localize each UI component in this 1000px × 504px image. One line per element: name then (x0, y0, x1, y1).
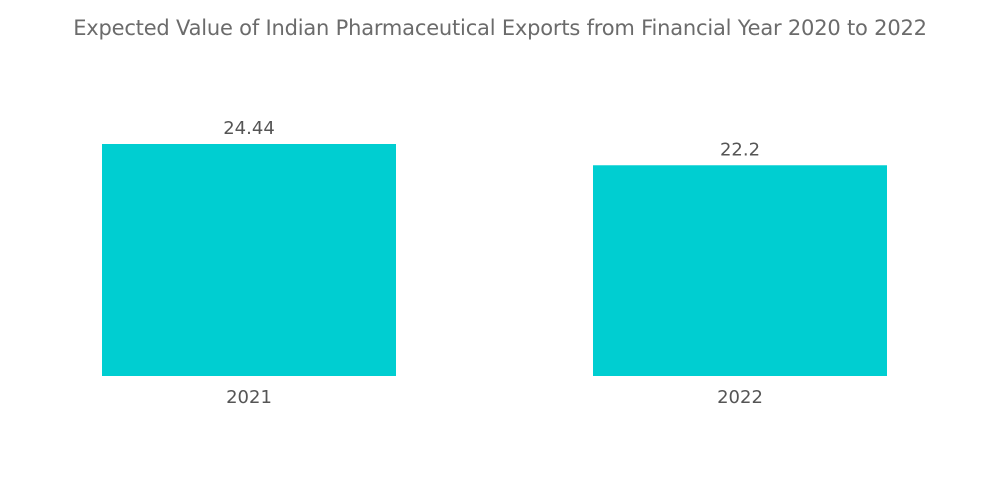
value-label-2021: 24.44 (223, 118, 275, 139)
x-tick-label-2021: 2021 (226, 387, 272, 408)
bars-group (102, 144, 887, 376)
value-label-2022: 22.2 (720, 139, 760, 160)
bar-2021 (102, 144, 396, 376)
x-tick-label-2022: 2022 (717, 387, 763, 408)
x-axis-tick-labels: 2021 2022 (226, 387, 763, 408)
bar-2022 (593, 165, 887, 376)
chart-title: Expected Value of Indian Pharmaceutical … (73, 16, 927, 40)
value-labels-group: 24.44 22.2 (223, 118, 760, 160)
